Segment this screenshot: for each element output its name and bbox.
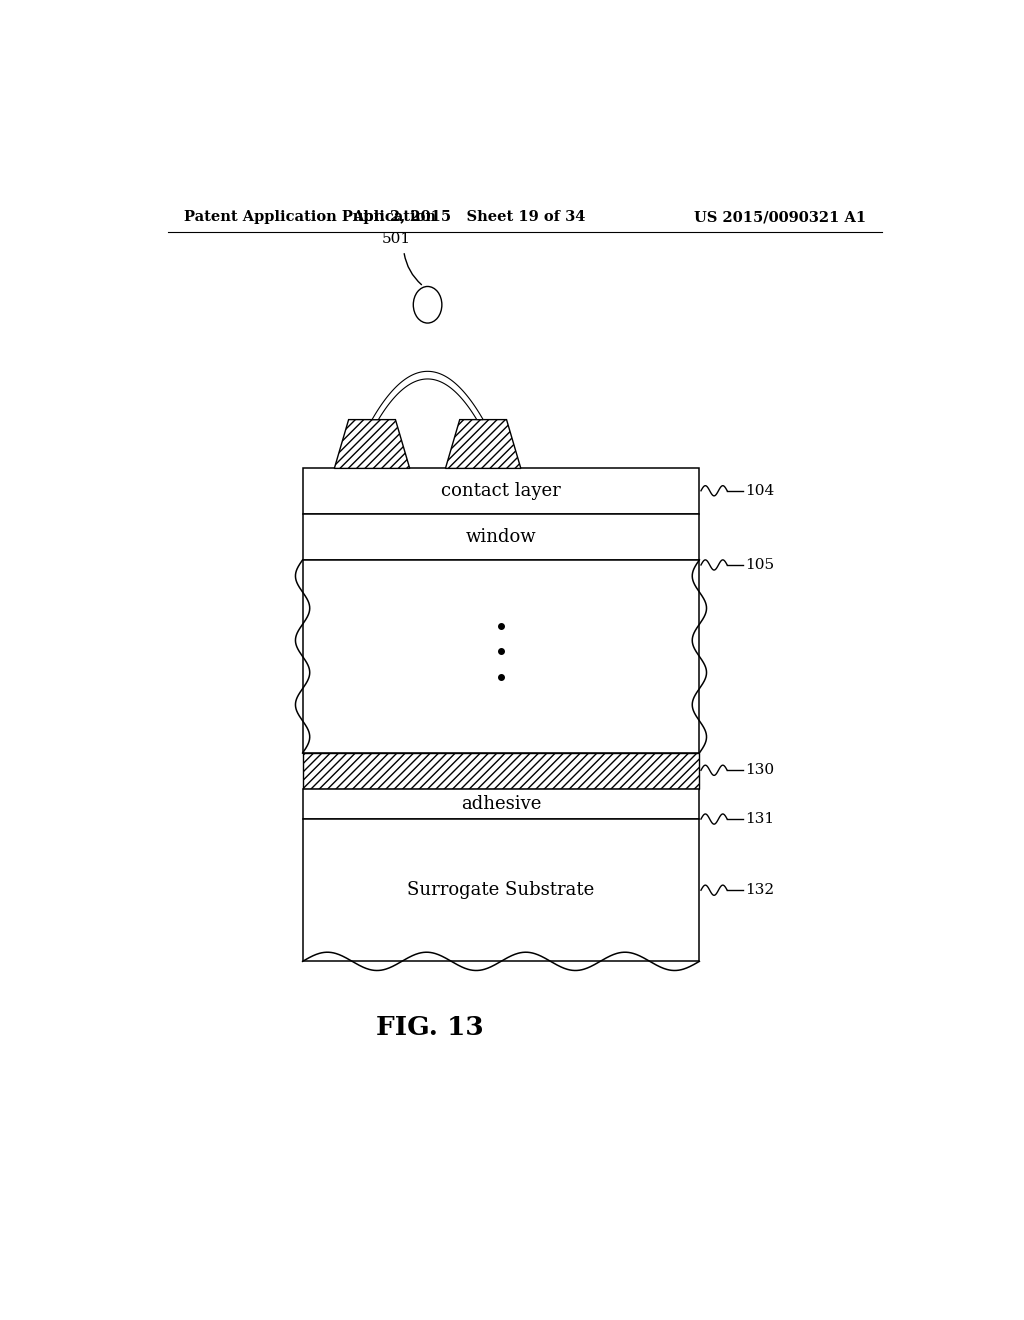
- Text: 105: 105: [745, 558, 774, 572]
- Text: 130: 130: [745, 763, 774, 777]
- Text: 501: 501: [381, 232, 411, 246]
- Text: 104: 104: [745, 483, 775, 498]
- Polygon shape: [372, 371, 483, 420]
- Text: Apr. 2, 2015   Sheet 19 of 34: Apr. 2, 2015 Sheet 19 of 34: [352, 210, 586, 224]
- Text: window: window: [466, 528, 537, 546]
- Text: Patent Application Publication: Patent Application Publication: [183, 210, 435, 224]
- Polygon shape: [334, 420, 410, 469]
- Bar: [303, 515, 699, 560]
- Text: adhesive: adhesive: [461, 795, 541, 813]
- Text: 132: 132: [745, 883, 774, 898]
- Text: FIG. 13: FIG. 13: [376, 1015, 483, 1040]
- Text: contact layer: contact layer: [441, 482, 561, 500]
- Bar: [303, 818, 699, 961]
- Circle shape: [414, 286, 442, 323]
- Polygon shape: [445, 420, 521, 469]
- Bar: [303, 752, 699, 788]
- Bar: [303, 469, 699, 515]
- Text: Surrogate Substrate: Surrogate Substrate: [408, 882, 595, 899]
- Bar: [303, 788, 699, 818]
- Bar: [303, 560, 699, 752]
- Text: US 2015/0090321 A1: US 2015/0090321 A1: [694, 210, 866, 224]
- Text: 131: 131: [745, 812, 774, 826]
